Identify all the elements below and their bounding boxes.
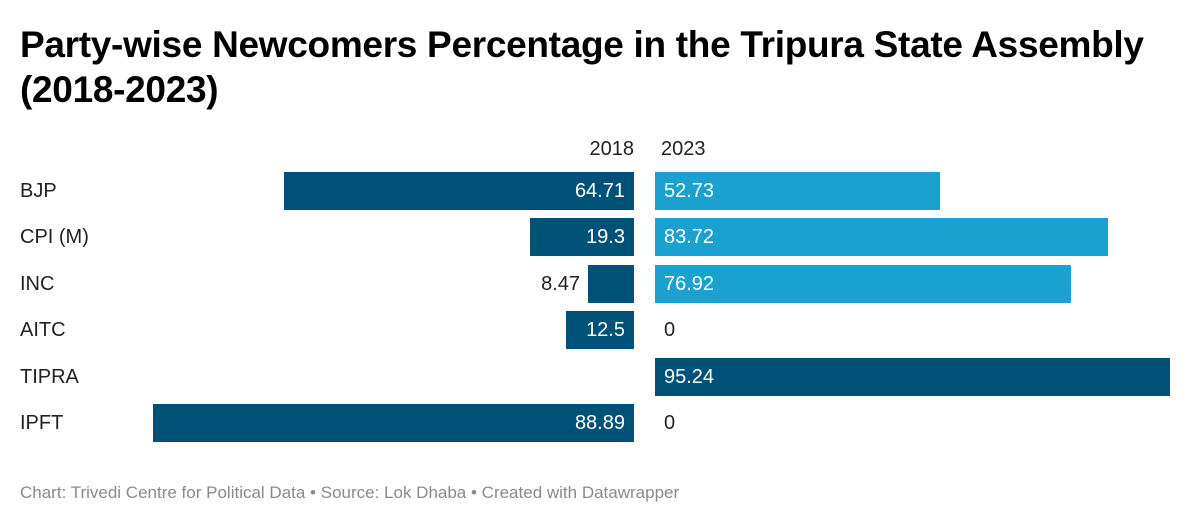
row-label-inc: INC [20, 273, 55, 295]
value-label-2018-ipft: 88.89 [574, 412, 625, 434]
row-label-ipft: IPFT [20, 412, 64, 434]
value-label-2018-cpi-m: 19.3 [586, 226, 625, 248]
value-label-2018-bjp: 64.71 [574, 180, 625, 202]
bar-2018-inc [588, 265, 634, 303]
value-label-2023-aitc: 0 [664, 319, 676, 341]
bar-2023-bjp [655, 172, 940, 210]
chart-title: Party-wise Newcomers Percentage in the T… [20, 24, 1144, 110]
value-label-2018-aitc: 12.5 [586, 319, 625, 341]
value-label-2023-cpi-m: 83.72 [664, 226, 715, 248]
row-label-aitc: AITC [20, 319, 66, 341]
column-header-2023: 2023 [661, 138, 706, 160]
bar-2018-ipft [153, 404, 634, 442]
row-label-bjp: BJP [20, 180, 57, 202]
bar-2023-tipra [655, 358, 1170, 396]
bar-2023-inc [655, 265, 1071, 303]
bar-2023-cpi-m [655, 218, 1108, 256]
column-header-2018: 2018 [589, 138, 635, 160]
chart-footer: Chart: Trivedi Centre for Political Data… [20, 483, 680, 502]
row-label-tipra: TIPRA [20, 366, 79, 388]
bar-2018-aitc [566, 311, 634, 349]
bar-2018-bjp [284, 172, 634, 210]
value-label-2018-inc: 8.47 [541, 273, 580, 295]
row-label-cpi-m: CPI (M) [20, 226, 89, 248]
value-label-2023-tipra: 95.24 [664, 366, 715, 388]
value-label-2023-ipft: 0 [664, 412, 676, 434]
bar-2018-cpi-m [530, 218, 634, 256]
value-label-2023-inc: 76.92 [664, 273, 715, 295]
value-label-2023-bjp: 52.73 [664, 180, 715, 202]
